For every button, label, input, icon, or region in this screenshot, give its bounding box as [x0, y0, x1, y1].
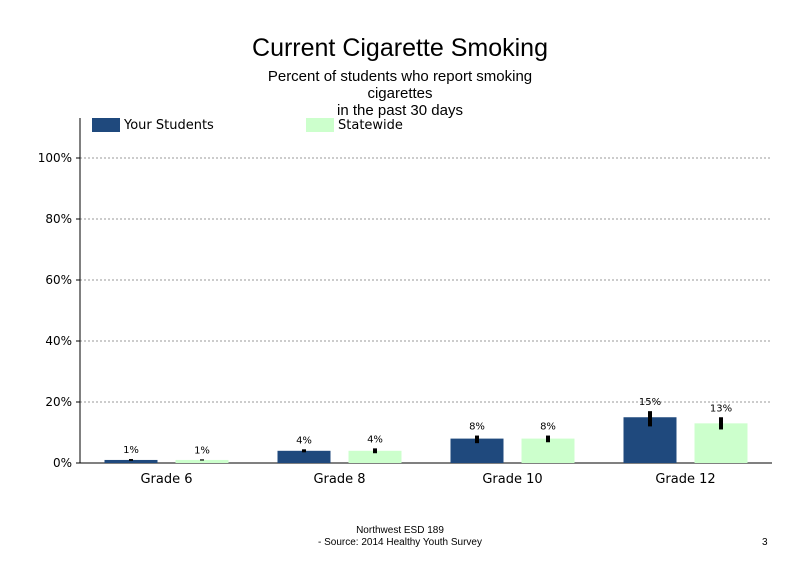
- x-tick-label: Grade 12: [655, 472, 715, 487]
- data-label: 15%: [639, 397, 661, 408]
- legend-swatch-your-students: [92, 118, 120, 132]
- y-tick-label: 20%: [45, 395, 72, 409]
- subtitle-line-1: Percent of students who report smoking: [267, 68, 533, 85]
- data-label: 13%: [710, 403, 732, 414]
- x-tick-label: Grade 10: [482, 472, 542, 487]
- data-label: 4%: [367, 434, 383, 445]
- page-number: 3: [762, 537, 768, 548]
- bar-chart: 0% 20% 40% 60% 80% 100% Grade 6 1% 1% Grade 8 4% 4%…: [38, 118, 772, 487]
- legend-label-statewide: Statewide: [338, 117, 403, 133]
- footer-line-1: Northwest ESD 189: [356, 525, 444, 536]
- bar: [521, 438, 575, 463]
- y-tick-label: 100%: [38, 151, 72, 165]
- data-label: 4%: [296, 435, 312, 446]
- footer-source: Northwest ESD 189 - Source: 2014 Healthy…: [0, 525, 800, 549]
- chart-subtitle: Percent of students who report smoking c…: [250, 68, 550, 119]
- bar: [104, 459, 158, 463]
- x-tick-label: Grade 8: [313, 472, 365, 487]
- y-tick-label: 0%: [53, 456, 72, 470]
- data-label: 8%: [540, 422, 556, 433]
- bar: [277, 450, 331, 463]
- x-tick-label: Grade 6: [140, 472, 192, 487]
- y-tick-label: 80%: [45, 212, 72, 226]
- data-label: 1%: [123, 445, 139, 456]
- data-label: 8%: [469, 422, 485, 433]
- bar: [348, 450, 402, 463]
- legend-swatch-statewide: [306, 118, 334, 132]
- y-tick-label: 40%: [45, 334, 72, 348]
- bar: [694, 423, 748, 463]
- legend-label-your-students: Your Students: [124, 117, 214, 133]
- chart-title: Current Cigarette Smoking: [252, 34, 548, 62]
- subtitle-line-2: cigarettes: [367, 85, 433, 102]
- y-tick-label: 60%: [45, 273, 72, 287]
- legend-item-statewide: Statewide: [306, 117, 403, 133]
- subtitle-line-3: in the past 30 days: [337, 102, 463, 119]
- footer-line-2: - Source: 2014 Healthy Youth Survey: [318, 537, 482, 548]
- legend-item-your-students: Your Students: [92, 117, 214, 133]
- data-label: 1%: [194, 445, 210, 456]
- bar: [175, 459, 229, 463]
